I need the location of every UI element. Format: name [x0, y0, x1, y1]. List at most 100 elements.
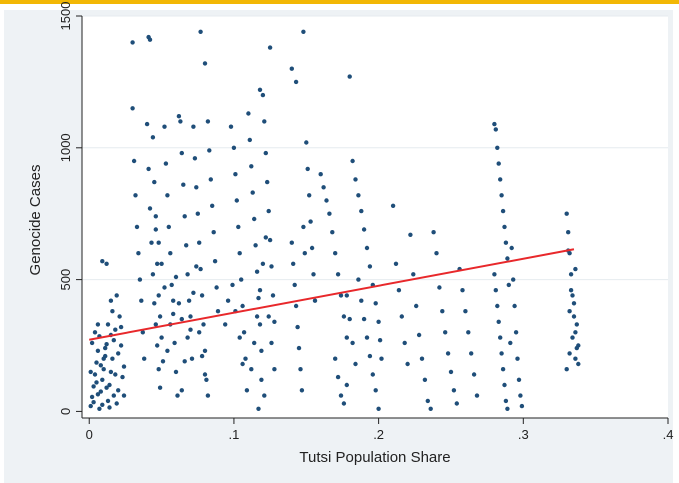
data-point — [515, 356, 520, 361]
data-point — [272, 367, 277, 372]
data-point — [402, 340, 407, 346]
data-point — [463, 309, 468, 314]
data-point — [265, 179, 270, 185]
data-point — [260, 261, 266, 266]
data-point — [321, 185, 326, 190]
data-point — [498, 335, 503, 340]
data-point — [570, 293, 575, 298]
data-point — [353, 361, 358, 367]
data-point — [518, 393, 523, 398]
data-point — [571, 301, 577, 306]
data-point — [347, 74, 352, 79]
data-point — [356, 277, 361, 282]
data-point — [307, 193, 312, 198]
data-point — [110, 309, 115, 314]
data-point — [440, 309, 445, 314]
data-point — [188, 314, 193, 319]
data-point — [237, 251, 242, 256]
data-point — [130, 106, 135, 111]
data-point — [152, 179, 157, 185]
data-point — [171, 311, 176, 317]
data-point — [140, 330, 145, 335]
data-point — [114, 293, 119, 298]
data-point — [144, 121, 150, 127]
data-point — [168, 251, 173, 256]
data-point — [396, 288, 402, 293]
data-point — [173, 274, 179, 280]
data-point — [568, 288, 574, 293]
data-point — [205, 119, 211, 124]
data-point — [341, 314, 347, 319]
data-point — [443, 330, 448, 335]
data-point — [471, 372, 477, 377]
data-point — [312, 298, 318, 303]
data-point — [327, 211, 332, 216]
data-point — [197, 330, 202, 335]
data-point — [117, 314, 122, 319]
data-point — [175, 393, 180, 398]
x-tick-label: .3 — [518, 427, 529, 442]
data-point — [309, 245, 315, 251]
data-point — [234, 198, 239, 203]
data-point — [241, 330, 247, 335]
data-point — [361, 316, 367, 322]
data-point — [267, 45, 273, 50]
data-point — [252, 216, 257, 222]
data-point — [107, 405, 112, 410]
data-point — [289, 240, 294, 245]
data-point — [147, 37, 153, 42]
data-point — [179, 388, 184, 393]
data-point — [431, 230, 436, 235]
data-point — [503, 398, 509, 404]
data-point — [97, 406, 102, 411]
data-point — [301, 29, 306, 34]
data-point — [498, 177, 503, 182]
data-point — [89, 340, 95, 346]
data-point — [408, 232, 413, 237]
data-point — [503, 240, 509, 245]
data-point — [293, 79, 299, 85]
data-point — [198, 29, 203, 34]
data-point — [305, 166, 310, 172]
data-point — [576, 343, 581, 348]
data-point — [153, 214, 158, 219]
data-point — [165, 348, 170, 353]
data-point — [250, 190, 255, 195]
data-point — [189, 356, 195, 361]
data-point — [92, 330, 98, 335]
data-point — [156, 367, 161, 372]
data-point — [289, 66, 294, 71]
data-point — [269, 340, 274, 346]
data-point — [92, 372, 98, 377]
data-point — [228, 124, 234, 129]
data-point — [496, 319, 501, 324]
data-point — [249, 164, 254, 169]
data-point — [202, 372, 208, 377]
data-point — [191, 290, 196, 295]
data-point — [499, 351, 504, 356]
data-point — [333, 251, 338, 256]
data-point — [240, 361, 245, 367]
data-point — [108, 369, 114, 375]
data-point — [252, 340, 257, 346]
data-point — [212, 259, 218, 264]
data-point — [301, 224, 306, 230]
data-point — [492, 272, 497, 277]
data-point — [100, 377, 105, 382]
data-point — [511, 277, 516, 282]
data-point — [353, 177, 358, 182]
data-point — [204, 377, 209, 382]
data-point — [269, 264, 274, 269]
data-point — [236, 224, 241, 230]
data-point — [571, 314, 577, 319]
data-point — [338, 393, 344, 398]
data-point — [573, 330, 578, 335]
data-point — [95, 322, 101, 327]
data-point — [495, 145, 500, 150]
data-point — [179, 316, 184, 322]
x-tick-label: .2 — [373, 427, 384, 442]
data-point — [207, 148, 212, 153]
data-point — [370, 372, 375, 377]
data-point — [155, 261, 160, 266]
